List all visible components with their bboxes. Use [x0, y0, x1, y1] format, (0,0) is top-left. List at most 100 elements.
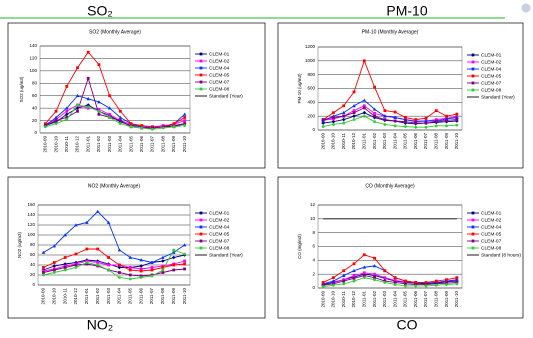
x-tick-label: 2011-10	[454, 291, 459, 308]
x-tick-label: 2011-03	[382, 133, 387, 150]
legend-marker	[471, 60, 475, 64]
y-tick-label: 6	[312, 244, 315, 249]
y-axis-label: CO (mg/m3)	[297, 234, 302, 259]
legend-label: CLEM-07	[481, 238, 502, 244]
point	[106, 220, 111, 224]
point	[404, 279, 407, 283]
point	[321, 285, 325, 289]
y-tick-label: 140	[27, 212, 35, 217]
x-tick-label: 2011-04	[392, 133, 397, 150]
chart-title: PM-10 (Monthly Average)	[362, 29, 419, 35]
point	[161, 126, 165, 130]
point	[434, 120, 438, 124]
point	[171, 250, 176, 254]
point	[352, 276, 356, 280]
y-tick-label: 80	[30, 242, 36, 247]
point	[321, 125, 325, 128]
point	[107, 256, 110, 259]
point	[352, 279, 356, 283]
point	[107, 106, 112, 110]
point	[118, 119, 122, 122]
point	[52, 268, 56, 272]
point	[85, 220, 89, 224]
legend-label: CLEM-04	[209, 224, 230, 230]
x-tick-label: 2010-12	[75, 136, 80, 153]
y-tick-label: 100	[29, 68, 37, 73]
point	[118, 276, 121, 279]
legend-label: Standard (8 hours)	[481, 252, 521, 258]
point	[63, 264, 67, 268]
point	[383, 276, 387, 280]
chart-heading: PM-10	[386, 3, 427, 19]
point	[373, 276, 376, 280]
point	[65, 117, 69, 121]
point	[42, 271, 45, 274]
chart-heading: NO₂	[87, 317, 113, 333]
point	[64, 106, 69, 110]
x-tick-label: 2011-03	[107, 136, 112, 153]
point	[42, 269, 45, 273]
legend-label: CLEM-01	[209, 51, 230, 57]
x-tick-label: 2010-09	[320, 291, 325, 308]
series-line	[43, 248, 185, 272]
point	[161, 268, 165, 272]
point	[321, 281, 325, 284]
point	[182, 112, 187, 116]
point	[424, 119, 428, 123]
point	[362, 59, 366, 63]
point	[118, 271, 121, 274]
series-line	[322, 99, 457, 123]
chart-heading: CO	[397, 317, 418, 333]
point	[54, 119, 58, 122]
x-tick-label: 2011-05	[127, 288, 132, 305]
point	[64, 112, 69, 117]
point	[373, 272, 376, 276]
point	[128, 268, 132, 272]
legend-marker	[471, 53, 475, 57]
point	[52, 244, 57, 248]
legend-label: CLEM-07	[209, 238, 230, 244]
point	[74, 252, 78, 256]
point	[414, 121, 418, 125]
legend-label: CLEM-08	[481, 245, 502, 251]
point	[41, 250, 46, 254]
point	[342, 114, 346, 118]
point	[118, 263, 121, 267]
legend-label: CLEM-08	[209, 86, 230, 92]
point	[341, 117, 346, 122]
x-tick-label: 2010-11	[62, 288, 67, 305]
point	[65, 84, 69, 88]
point	[455, 277, 459, 282]
x-tick-label: 2011-09	[444, 133, 449, 150]
legend-label: CLEM-05	[209, 231, 230, 237]
legend-label: Standard (Year)	[481, 94, 515, 100]
x-tick-label: 2010-11	[64, 136, 69, 153]
point	[393, 119, 397, 123]
point	[434, 279, 438, 283]
y-tick-label: 120	[27, 222, 35, 227]
point	[151, 127, 154, 131]
point	[352, 90, 356, 94]
legend-marker	[471, 239, 475, 243]
legend-marker	[471, 81, 475, 85]
x-tick-label: 2011-01	[361, 291, 366, 308]
y-tick-label: 12	[310, 202, 316, 207]
x-tick-label: 2011-02	[96, 136, 101, 153]
point	[383, 109, 387, 113]
x-tick-label: 2011-07	[150, 136, 155, 153]
x-tick-label: 2011-04	[392, 291, 397, 308]
legend-marker	[199, 73, 203, 77]
point	[85, 259, 89, 263]
y-tick-label: 400	[307, 100, 315, 105]
legend-marker	[471, 211, 475, 215]
x-tick-label: 2010-09	[41, 288, 46, 305]
point	[362, 276, 366, 280]
legend-marker	[199, 80, 203, 84]
y-tick-label: 120	[29, 56, 37, 61]
x-tick-label: 2011-06	[139, 136, 144, 153]
point	[108, 94, 112, 98]
point	[97, 107, 101, 111]
y-tick-label: 40	[32, 105, 38, 110]
legend-marker	[199, 239, 203, 243]
